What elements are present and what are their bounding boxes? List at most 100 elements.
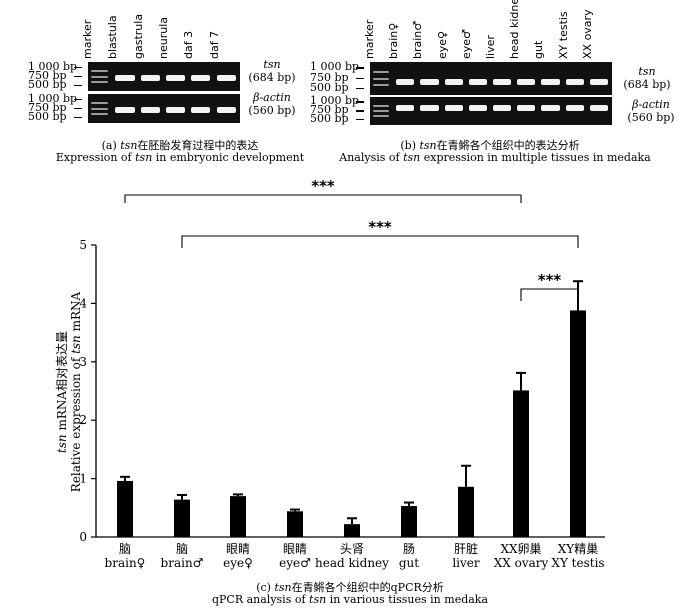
x-tick-label: gut: [399, 556, 419, 570]
significance-label: ***: [538, 271, 562, 289]
bp-label: 1 000 bp: [310, 60, 360, 74]
panel-a-gene-actin: β-actin (560 bp): [242, 91, 302, 117]
bp-tick: [356, 87, 364, 90]
ladder-band: [91, 107, 109, 110]
y-axis-title-gene: tsn: [55, 434, 69, 453]
gel-band: [444, 105, 463, 112]
bar: [401, 506, 417, 537]
ladder-band: [373, 77, 390, 80]
panel-a-caption-en: Expression of tsn in embryonic developme…: [0, 151, 360, 164]
x-tick-label-cn: 脑: [119, 542, 131, 556]
bar: [513, 390, 529, 537]
x-tick-label-cn: 眼睛: [226, 542, 250, 556]
x-tick-label-cn: 头肾: [340, 542, 364, 556]
caption-text: 在青鳉各个组织中的qPCR分析: [291, 581, 444, 594]
bp-tick: [74, 75, 82, 78]
x-tick-label: eye♀: [223, 556, 253, 570]
panel-b-caption-en: Analysis of tsn expression in multiple t…: [310, 151, 680, 164]
gel-band: [165, 106, 186, 113]
y-tick-label: 3: [79, 355, 87, 369]
x-tick-label: head kidney: [315, 556, 389, 570]
gel-band: [165, 74, 186, 81]
ladder-band: [373, 115, 390, 118]
ladder-band: [373, 110, 390, 113]
gene-size: (560 bp): [248, 104, 296, 117]
x-tick-label: brain♂: [161, 556, 204, 570]
gel-band: [140, 74, 160, 81]
gel-band: [517, 78, 536, 85]
panel-b-gel-tsn: [370, 62, 612, 95]
significance-label: ***: [311, 177, 335, 195]
bp-tick: [74, 66, 82, 69]
bp-label: 1 000 bp: [28, 59, 78, 73]
ladder-band: [373, 83, 390, 86]
ladder-band: [91, 81, 109, 84]
ladder-band: [91, 70, 109, 73]
gel-band: [589, 105, 608, 112]
caption-gene: tsn: [309, 593, 327, 606]
gel-band: [191, 74, 211, 81]
gel-band: [396, 105, 415, 112]
x-tick-label: eye♂: [279, 556, 311, 570]
gel-band: [396, 78, 415, 85]
significance-bracket: [181, 235, 579, 248]
gene-size: (684 bp): [248, 71, 296, 84]
bp-tick: [356, 101, 364, 103]
gel-band: [565, 105, 584, 112]
caption-label: (c): [256, 581, 271, 594]
gel-band: [140, 106, 160, 113]
y-axis-title-text: Relative expression of: [69, 354, 83, 492]
x-tick-label-cn: 眼睛: [283, 542, 307, 556]
ladder-band: [91, 102, 109, 105]
gel-band: [115, 74, 135, 81]
caption-gene: tsn: [120, 139, 138, 152]
significance-label: ***: [368, 218, 392, 236]
bp-tick: [356, 67, 364, 69]
bp-label: 750 bp: [310, 103, 349, 117]
bp-tick: [74, 98, 82, 101]
gel-band: [444, 78, 463, 85]
gel-band: [541, 78, 560, 85]
caption-gene: tsn: [135, 151, 153, 164]
gel-band: [517, 105, 536, 112]
bp-tick: [356, 110, 364, 112]
gene-name: tsn: [263, 58, 281, 71]
panel-a-caption-cn: (a) tsn在胚胎发育过程中的表达: [60, 137, 300, 153]
bars: [117, 280, 586, 537]
panel-b-gene-actin: β-actin (560 bp): [612, 98, 690, 124]
ladder-band: [91, 75, 109, 78]
y-tick-label: 5: [79, 238, 87, 252]
bp-label: 500 bp: [310, 80, 349, 94]
bp-tick: [74, 84, 82, 87]
caption-gene: tsn: [274, 581, 292, 594]
bar: [230, 496, 246, 537]
x-tick-label: brain♀: [105, 556, 146, 570]
bar: [117, 480, 133, 537]
gel-band: [216, 106, 236, 113]
panel-a-gene-tsn: tsn (684 bp): [247, 58, 297, 84]
gel-band: [115, 106, 135, 113]
bp-tick: [356, 77, 364, 80]
panel-b-gene-tsn: tsn (684 bp): [612, 65, 682, 91]
panel-a-gel-actin: [88, 94, 240, 123]
bp-label: 500 bp: [310, 111, 349, 125]
ladder-band: [91, 113, 109, 116]
x-tick-label: XX ovary: [494, 556, 549, 570]
gel-band: [191, 106, 211, 113]
caption-text: in various tissues in medaka: [329, 593, 489, 606]
significance-brackets: *** *** ***: [124, 177, 579, 301]
bar: [458, 486, 474, 537]
bar: [344, 524, 360, 537]
gel-band: [541, 105, 560, 112]
gene-name: β-actin: [632, 98, 670, 111]
panel-c-caption-en: qPCR analysis of tsn in various tissues …: [150, 593, 550, 606]
caption-text: Analysis of: [339, 151, 400, 164]
x-tick-label-cn: 肠: [403, 542, 415, 556]
caption-label: (a): [101, 139, 117, 152]
gel-band: [589, 78, 608, 85]
x-tick-label: liver: [452, 556, 480, 570]
bp-label: 500 bp: [28, 109, 67, 123]
